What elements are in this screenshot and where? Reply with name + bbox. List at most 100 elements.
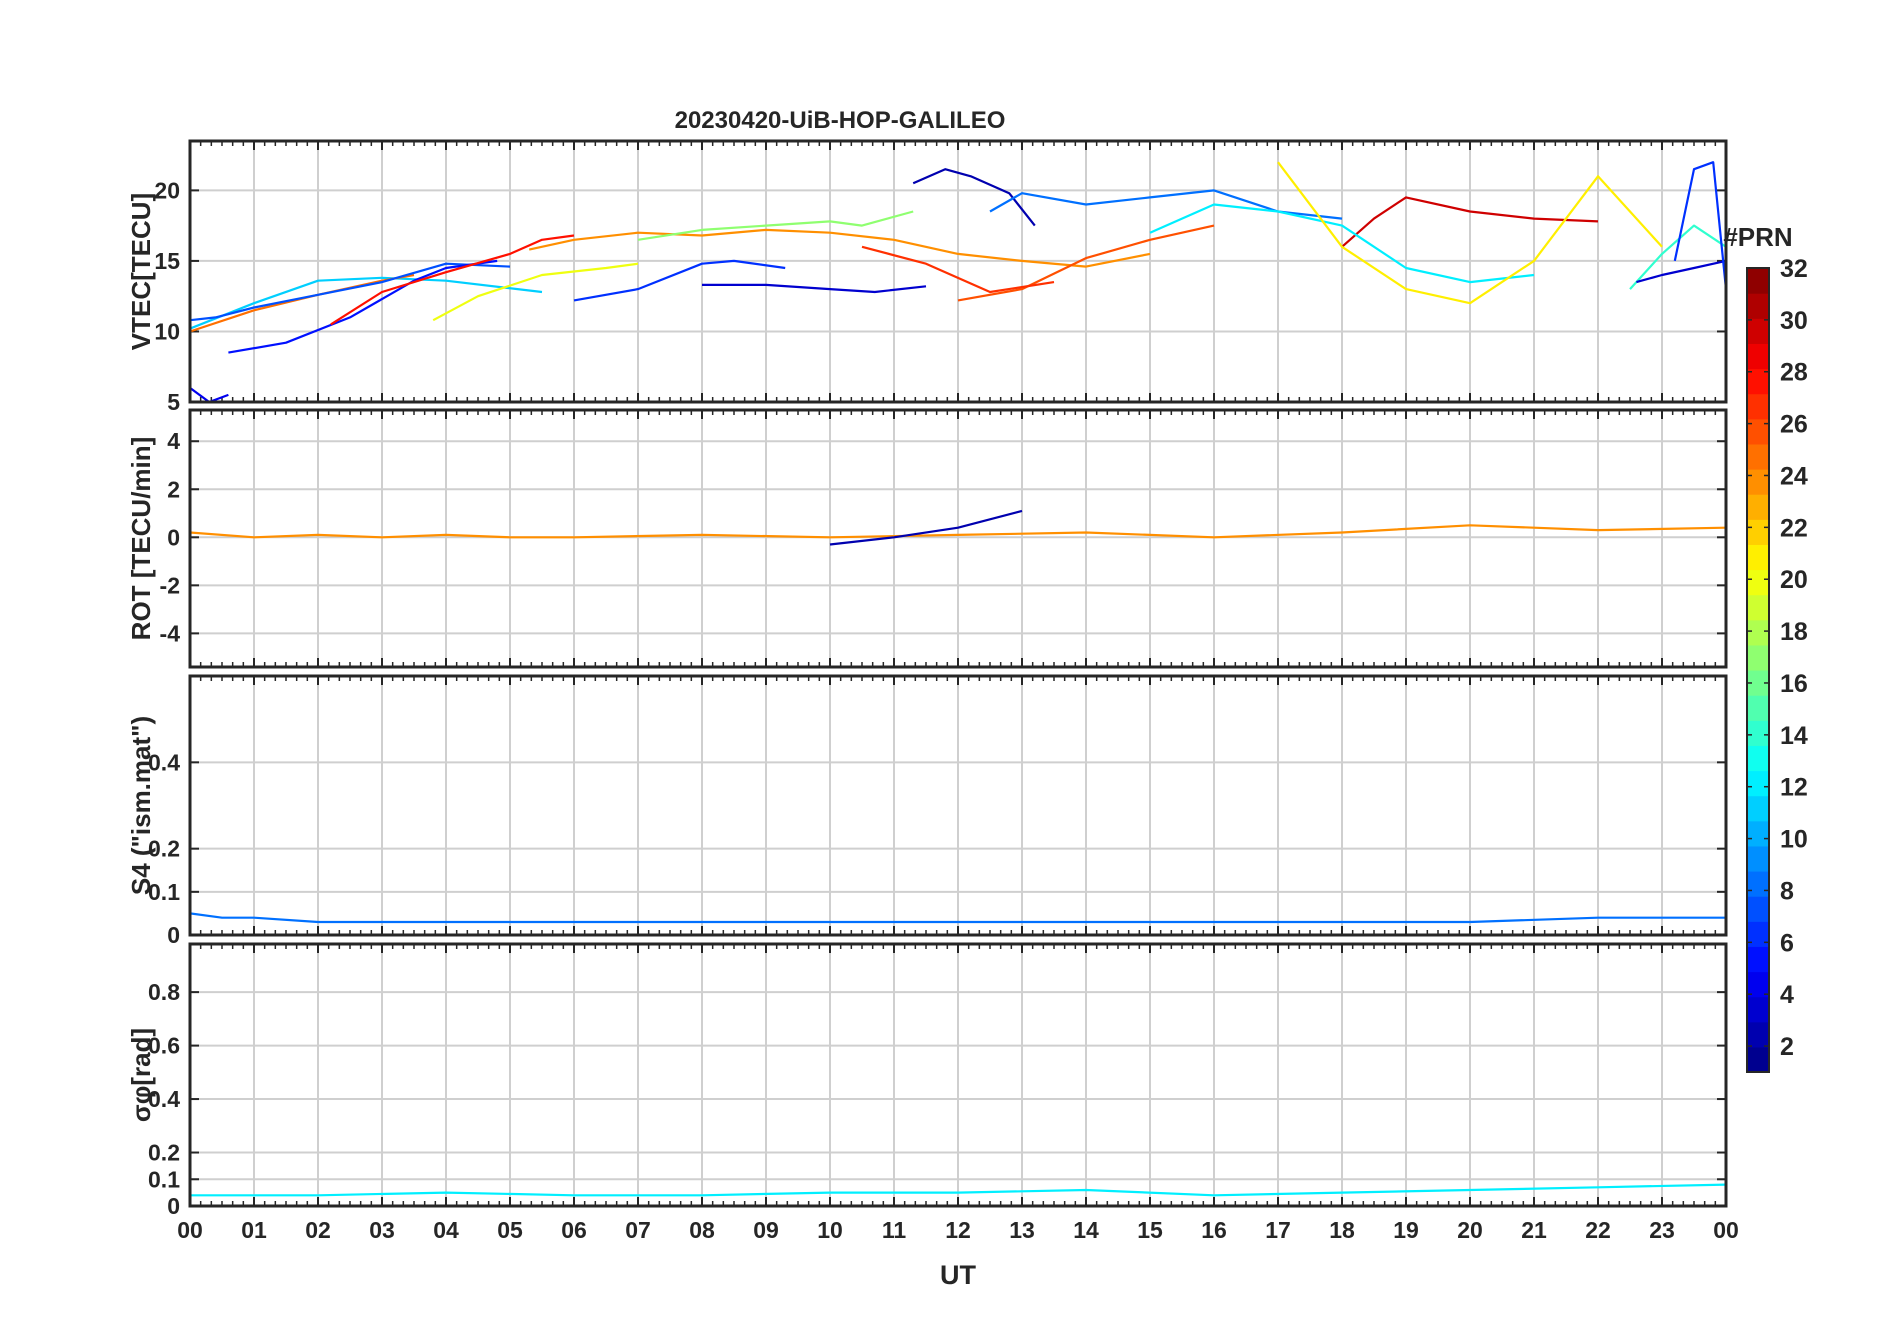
colorbar-segment <box>1747 695 1769 721</box>
series-line-prn-7 <box>190 262 511 322</box>
colorbar-segment <box>1747 519 1769 545</box>
series-line-prn-11 <box>190 276 543 330</box>
x-tick-label: 16 <box>1201 1217 1227 1243</box>
y-tick-label: 10 <box>154 318 180 344</box>
series-line-prn-17 <box>637 210 914 241</box>
colorbar-tick-label: 18 <box>1780 618 1808 646</box>
y-tick-label: 0.8 <box>148 979 180 1005</box>
series-line-prn-27 <box>861 245 1055 294</box>
y-tick-label: 0 <box>167 922 180 948</box>
x-tick-label: 02 <box>305 1217 331 1243</box>
colorbar-segment <box>1747 996 1769 1023</box>
colorbar-segment <box>1747 494 1769 520</box>
series-line-prn-24 <box>190 524 1726 539</box>
series-line-prn-12 <box>1149 203 1535 284</box>
x-tick-label: 08 <box>689 1217 715 1243</box>
x-tick-label: 07 <box>625 1217 651 1243</box>
y-tick-label: 0.2 <box>148 836 180 862</box>
colorbar-segment <box>1747 569 1769 596</box>
x-tick-label: 09 <box>753 1217 779 1243</box>
x-tick-label: 03 <box>369 1217 395 1243</box>
colorbar-tick-label: 2 <box>1780 1033 1794 1061</box>
x-tick-label: 01 <box>241 1217 267 1243</box>
y-axis-label: σφ[rad] <box>126 1028 156 1122</box>
colorbar-tick-label: 32 <box>1780 255 1808 283</box>
panel-s4: 0 0.1 0.2 0.4S4 ("ism.mat") <box>126 674 1728 948</box>
x-tick-label: 17 <box>1265 1217 1291 1243</box>
y-tick-label: -4 <box>160 620 181 646</box>
axes-frame <box>188 674 1728 937</box>
colorbar-segment <box>1747 1021 1769 1048</box>
x-tick-label: 00 <box>177 1217 203 1243</box>
colorbar-segment <box>1747 845 1769 872</box>
series-line-prn-4 <box>190 387 229 402</box>
colorbar-segment <box>1747 670 1769 696</box>
series-line-prn-5 <box>228 259 498 354</box>
series-line-prn-6 <box>1673 161 1726 290</box>
y-tick-label: 0.1 <box>148 879 180 905</box>
y-tick-label: 0 <box>167 1193 180 1219</box>
colorbar-segment <box>1747 946 1769 973</box>
colorbar-tick-label: 14 <box>1780 722 1808 750</box>
colorbar-frame <box>1746 267 1770 1073</box>
x-axis-label: UT <box>940 1260 976 1290</box>
y-tick-label: 0.4 <box>148 749 180 775</box>
colorbar-segment <box>1747 720 1769 746</box>
x-tick-label: 15 <box>1137 1217 1163 1243</box>
colorbar-segment <box>1747 1046 1769 1073</box>
chart-title: 20230420-UiB-HOP-GALILEO <box>675 107 1006 134</box>
colorbar-segment <box>1747 745 1769 772</box>
colorbar-tick-label: 26 <box>1780 411 1808 439</box>
y-tick-label: 20 <box>154 177 180 203</box>
x-tick-label: 18 <box>1329 1217 1355 1243</box>
y-tick-label: 0 <box>167 524 180 550</box>
x-tick-label: 05 <box>497 1217 523 1243</box>
colorbar-segment <box>1747 418 1769 445</box>
colorbar-tick-label: 12 <box>1780 774 1808 802</box>
x-tick-label: 04 <box>433 1217 459 1243</box>
x-tick-label: 14 <box>1073 1217 1099 1243</box>
colorbar-segment <box>1747 820 1769 847</box>
series-line-prn-6 <box>573 259 786 302</box>
colorbar-segment <box>1747 921 1769 947</box>
series-line-prn-2 <box>912 168 1036 227</box>
series-group <box>190 509 1726 546</box>
series-group <box>190 912 1726 924</box>
x-tick-label: 19 <box>1393 1217 1419 1243</box>
colorbar-tick-label: 22 <box>1780 514 1808 542</box>
colorbar-tick-label: 6 <box>1780 929 1794 957</box>
x-tick-label: 20 <box>1457 1217 1483 1243</box>
x-tick-label: 11 <box>882 1217 907 1243</box>
colorbar-segment <box>1747 871 1769 897</box>
colorbar-segment <box>1747 393 1769 420</box>
y-axis-label: VTEC[TECU] <box>126 193 156 350</box>
colorbar-label: #PRN <box>1723 222 1792 252</box>
y-tick-label: 0.6 <box>148 1033 180 1059</box>
axes-frame <box>188 942 1728 1208</box>
series-line-prn-28 <box>330 234 575 326</box>
colorbar-segment <box>1747 896 1769 922</box>
series-line-prn-26 <box>957 224 1215 302</box>
y-tick-label: 2 <box>167 476 180 502</box>
panel-rot: -4 -2 0 2 4 ROT [TECU/min] <box>126 408 1728 669</box>
y-axis-label: ROT [TECU/min] <box>126 437 156 641</box>
series-line-prn-14 <box>1629 224 1726 290</box>
axes-frame <box>188 139 1728 404</box>
colorbar-segment <box>1747 971 1769 998</box>
x-tick-label: 06 <box>561 1217 587 1243</box>
colorbar-segment <box>1747 268 1769 294</box>
colorbar-tick-label: 30 <box>1780 307 1808 335</box>
colorbar-segment <box>1747 293 1769 319</box>
colorbar-tick-label: 16 <box>1780 670 1808 698</box>
colorbar-tick-label: 20 <box>1780 566 1808 594</box>
colorbar-segment <box>1747 795 1769 822</box>
colorbar-segment <box>1747 619 1769 646</box>
colorbar-segment <box>1747 469 1769 495</box>
colorbar-segment <box>1747 644 1769 671</box>
series-line-prn-21 <box>1277 161 1663 305</box>
x-tick-label: 23 <box>1649 1217 1675 1243</box>
